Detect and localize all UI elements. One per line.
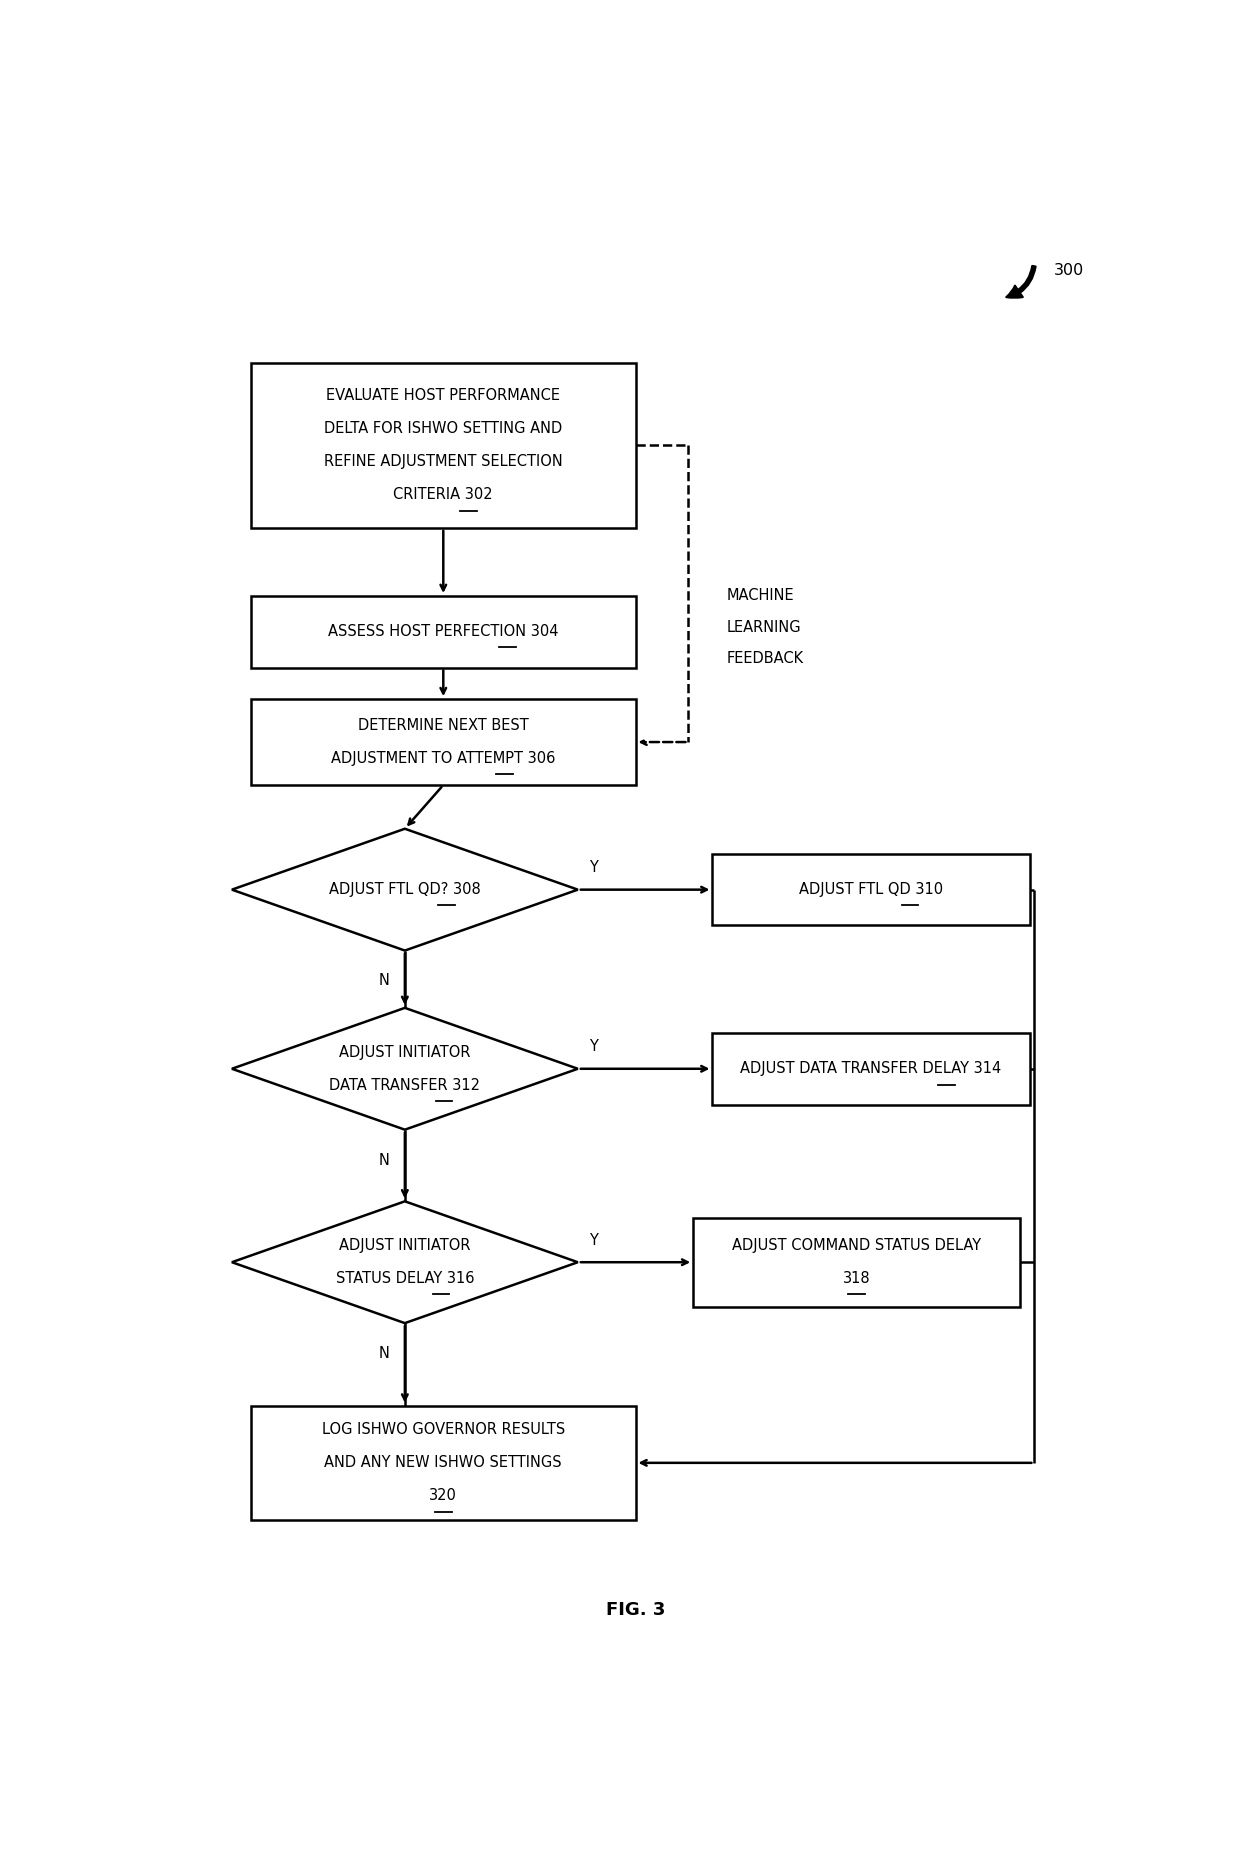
Text: ADJUST COMMAND STATUS DELAY: ADJUST COMMAND STATUS DELAY	[732, 1238, 981, 1252]
Text: MACHINE: MACHINE	[727, 588, 795, 603]
Bar	[712, 1033, 1029, 1105]
Bar	[250, 596, 635, 668]
Text: ASSESS HOST PERFECTION 304: ASSESS HOST PERFECTION 304	[329, 623, 558, 638]
Text: DELTA FOR ISHWO SETTING AND: DELTA FOR ISHWO SETTING AND	[324, 421, 563, 437]
Text: ADJUSTMENT TO ATTEMPT 306: ADJUSTMENT TO ATTEMPT 306	[331, 752, 556, 767]
Text: 320: 320	[429, 1489, 458, 1504]
Text: AND ANY NEW ISHWO SETTINGS: AND ANY NEW ISHWO SETTINGS	[325, 1455, 562, 1470]
Text: ADJUST FTL QD 310: ADJUST FTL QD 310	[799, 882, 942, 897]
Bar	[250, 1405, 635, 1520]
Text: DETERMINE NEXT BEST: DETERMINE NEXT BEST	[358, 718, 528, 733]
Text: N: N	[378, 973, 389, 988]
Bar	[250, 700, 635, 785]
Text: STATUS DELAY 316: STATUS DELAY 316	[336, 1271, 474, 1286]
Bar	[712, 854, 1029, 925]
Text: 318: 318	[843, 1271, 870, 1286]
Text: ADJUST DATA TRANSFER DELAY 314: ADJUST DATA TRANSFER DELAY 314	[740, 1061, 1002, 1076]
Text: Y: Y	[589, 1040, 598, 1055]
Text: N: N	[378, 1152, 389, 1167]
Text: ADJUST INITIATOR: ADJUST INITIATOR	[339, 1238, 471, 1252]
Text: REFINE ADJUSTMENT SELECTION: REFINE ADJUSTMENT SELECTION	[324, 454, 563, 469]
Text: 300: 300	[1054, 262, 1084, 277]
Text: N: N	[378, 1346, 389, 1360]
Text: CRITERIA 302: CRITERIA 302	[393, 488, 494, 502]
Text: DATA TRANSFER 312: DATA TRANSFER 312	[330, 1078, 480, 1092]
Text: Y: Y	[589, 1232, 598, 1249]
Text: ADJUST INITIATOR: ADJUST INITIATOR	[339, 1044, 471, 1059]
Text: LOG ISHWO GOVERNOR RESULTS: LOG ISHWO GOVERNOR RESULTS	[321, 1422, 565, 1437]
Text: Y: Y	[589, 860, 598, 875]
Text: LEARNING: LEARNING	[727, 620, 801, 635]
Text: ADJUST FTL QD? 308: ADJUST FTL QD? 308	[329, 882, 481, 897]
Bar	[250, 363, 635, 529]
Bar	[693, 1217, 1019, 1306]
FancyArrowPatch shape	[1006, 266, 1035, 298]
Text: FIG. 3: FIG. 3	[606, 1602, 665, 1619]
Text: EVALUATE HOST PERFORMANCE: EVALUATE HOST PERFORMANCE	[326, 389, 560, 404]
Text: FEEDBACK: FEEDBACK	[727, 651, 804, 666]
